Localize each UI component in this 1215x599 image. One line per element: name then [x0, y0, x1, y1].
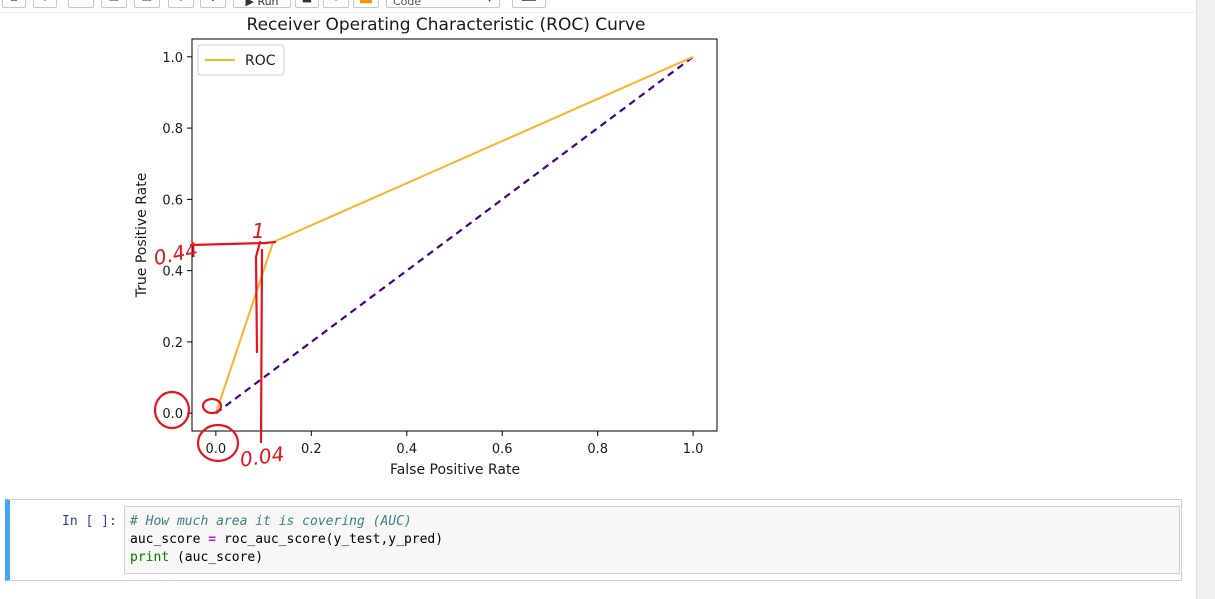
code-editor[interactable]: # How much area it is covering (AUC) auc… — [124, 506, 1180, 574]
chevron-down-icon: ▼ — [486, 0, 493, 9]
notebook-toolbar: ▫ + ✂ ❐ ❐ ↑ ↓ ▶ Run ■ ↻ ⏩ Code ▼ ⌨ — [0, 0, 1200, 13]
annotation-drop-line — [259, 248, 264, 444]
y-axis-label: True Positive Rate — [134, 173, 150, 299]
code-variable: auc_score — [130, 532, 201, 547]
code-operator: = — [208, 532, 217, 547]
annotation-vertical-guide — [254, 240, 262, 354]
y-tick-label: 0.6 — [162, 193, 183, 208]
cell-prompt: In [ ]: — [62, 514, 117, 529]
x-tick-label: 0.0 — [206, 442, 227, 457]
annotation-horizontal-guide — [189, 240, 277, 247]
roc-figure: Receiver Operating Characteristic (ROC) … — [120, 12, 740, 492]
annotation-fpr-value: 0.04 — [238, 442, 285, 472]
code-call: roc_auc_score(y_test,y_pred) — [223, 532, 444, 547]
code-cell[interactable]: In [ ]: # How much area it is covering (… — [5, 499, 1182, 581]
x-axis: 0.0 0.2 0.4 0.6 0.8 1.0 — [206, 431, 704, 457]
paste-icon: ❐ — [142, 0, 152, 7]
x-tick-label: 0.4 — [396, 442, 417, 457]
y-tick-label: 1.0 — [162, 51, 183, 66]
roc-chart: Receiver Operating Characteristic (ROC) … — [134, 15, 718, 478]
y-tick-label: 0.8 — [162, 122, 183, 137]
legend-roc-label: ROC — [245, 53, 276, 69]
y-tick-label: 0.0 — [162, 407, 183, 422]
code-line-3: print (auc_score) — [130, 549, 1179, 567]
paste-button[interactable]: ❐ — [134, 0, 160, 8]
y-tick-label: 0.4 — [162, 265, 183, 280]
copy-icon: ❐ — [109, 0, 119, 7]
plus-icon: + — [40, 0, 49, 7]
page-scrollbar-gutter — [1196, 0, 1215, 599]
save-icon: ▫ — [10, 0, 17, 7]
cell-type-select[interactable]: Code ▼ — [386, 0, 500, 8]
plot-area-frame — [191, 38, 718, 432]
annotation-circle-y-zero — [153, 390, 191, 430]
cell-type-value: Code — [393, 0, 422, 8]
restart-button[interactable]: ↻ — [323, 0, 349, 8]
code-line-2: auc_score = roc_auc_score(y_test,y_pred) — [130, 531, 1179, 549]
run-label: Run — [257, 0, 279, 8]
save-button[interactable]: ▫ — [2, 0, 26, 8]
move-up-button[interactable]: ↑ — [168, 0, 194, 8]
insert-cell-button[interactable]: + — [33, 0, 57, 8]
x-tick-label: 0.6 — [492, 442, 513, 457]
x-tick-label: 0.2 — [301, 442, 322, 457]
code-line-1: # How much area it is covering (AUC) — [130, 513, 1179, 531]
annotation-one-mark: 1 — [252, 219, 265, 243]
keyboard-icon: ⌨ — [521, 0, 537, 7]
interrupt-button[interactable]: ■ — [295, 0, 319, 8]
code-builtin: print — [130, 550, 170, 565]
stop-icon: ■ — [302, 0, 312, 7]
move-down-button[interactable]: ↓ — [200, 0, 226, 8]
y-axis: 0.0 0.2 0.4 0.6 0.8 1.0 — [162, 51, 192, 422]
restart-icon: ↻ — [331, 0, 340, 7]
x-axis-label: False Positive Rate — [390, 462, 520, 478]
run-button[interactable]: ▶ Run — [233, 0, 291, 8]
annotation-circle-origin — [201, 397, 223, 415]
chance-diagonal-line — [215, 55, 694, 415]
cut-button[interactable]: ✂ — [68, 0, 94, 8]
restart-run-all-button[interactable]: ⏩ — [353, 0, 379, 8]
x-tick-label: 0.8 — [587, 442, 608, 457]
annotation-circle-x-zero — [196, 423, 240, 463]
scissors-icon: ✂ — [76, 0, 85, 7]
arrow-up-icon: ↑ — [176, 0, 185, 7]
chart-legend: ROC — [197, 44, 285, 76]
arrow-down-icon: ↓ — [208, 0, 217, 7]
handwritten-annotations — [153, 240, 277, 463]
chart-title: Receiver Operating Characteristic (ROC) … — [247, 15, 646, 35]
x-tick-label: 1.0 — [683, 442, 704, 457]
play-icon: ▶ — [245, 0, 254, 8]
code-args: (auc_score) — [169, 550, 264, 565]
y-tick-label: 0.2 — [162, 336, 183, 351]
legend-box — [197, 44, 285, 76]
command-palette-button[interactable]: ⌨ — [512, 0, 546, 8]
code-comment: # How much area it is covering (AUC) — [130, 514, 412, 529]
copy-button[interactable]: ❐ — [101, 0, 127, 8]
fast-forward-icon: ⏩ — [359, 0, 373, 7]
